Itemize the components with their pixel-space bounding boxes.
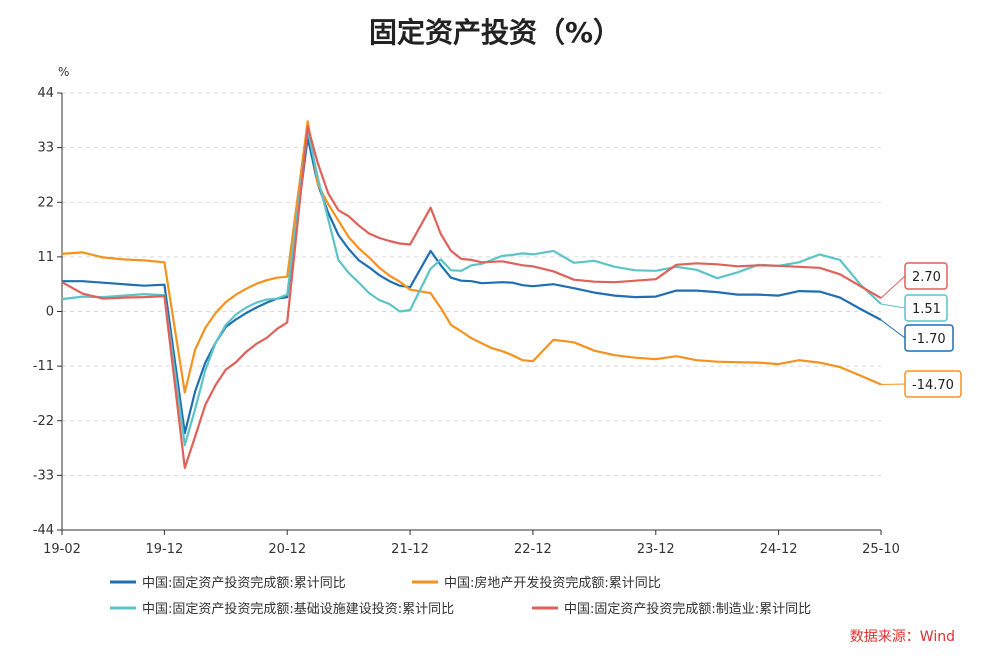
legend-label: 中国:固定资产投资完成额:制造业:累计同比 [564,601,811,617]
legend: 中国:固定资产投资完成额:累计同比 中国:房地产开发投资完成额:累计同比中国:固定… [110,575,811,617]
y-tick-label: 11 [37,250,54,265]
end-labels: 2.70 1.51 -1.70 -14.70 [880,262,962,398]
legend-label: 中国:房地产开发投资完成额:累计同比 [444,575,661,591]
series-lines [61,120,882,469]
y-tick-label: -11 [33,359,54,374]
end-label-box [904,294,948,322]
source-note: 数据来源：Wind [850,629,955,645]
x-tick-label: 19-12 [145,542,183,557]
end-label-box [904,324,954,352]
y-tick-label: -22 [33,414,54,429]
chart-title: 固定资产投资（%） [369,16,621,49]
series-line-2 [61,128,882,447]
end-label-value: -1.70 [912,332,946,347]
x-tick-label: 21-12 [391,542,429,557]
legend-label: 中国:固定资产投资完成额:累计同比 [142,575,346,591]
series-line-3 [61,125,882,469]
y-tick-label: 44 [37,86,54,101]
end-label-value: 1.51 [912,302,941,317]
x-tick-label: 19-02 [43,542,81,557]
end-label-value: -14.70 [912,378,954,393]
x-axis-ticks: 19-02 19-12 20-12 21-12 22-12 23-12 24-12 25-10 [43,530,900,557]
y-tick-label: -44 [33,523,54,538]
y-tick-label: 0 [46,305,54,320]
x-tick-label: 25-10 [862,542,900,557]
end-label-leader [880,319,906,339]
end-label-leader [880,303,906,309]
legend-label: 中国:固定资产投资完成额:基础设施建设投资:累计同比 [142,601,454,617]
end-label-box [904,262,948,290]
x-tick-label: 24-12 [760,542,798,557]
end-label-leader [880,275,906,299]
x-tick-label: 20-12 [268,542,306,557]
end-label-value: 2.70 [912,270,941,285]
grid-lines [62,92,881,476]
y-axis-unit: % [58,65,69,79]
end-label-box [904,370,962,398]
x-tick-label: 23-12 [637,542,675,557]
y-tick-label: -33 [33,468,54,483]
y-tick-label: 33 [37,141,54,156]
y-tick-label: 22 [37,195,54,210]
y-axis-ticks: 44 33 22 11 0 -11 -22 -33 -44 [33,86,62,538]
x-tick-label: 22-12 [514,542,552,557]
